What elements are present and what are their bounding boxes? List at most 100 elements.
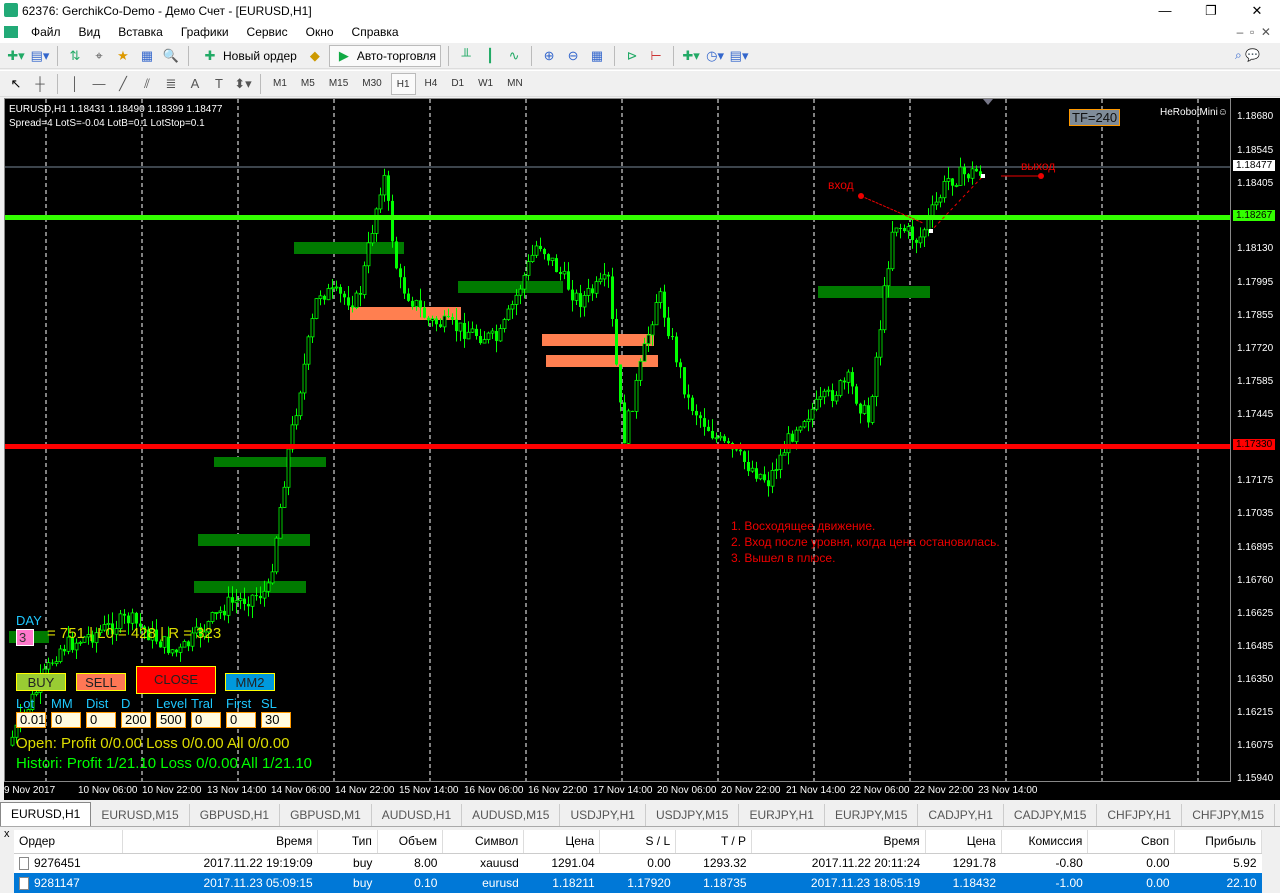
templates-icon[interactable]: ▤▾	[729, 47, 749, 63]
mm2-button[interactable]: MM2	[225, 673, 275, 691]
periods-icon[interactable]: ◷▾	[706, 47, 724, 63]
chart-tab[interactable]: AUDUSD,H1	[372, 804, 463, 826]
line-chart-icon[interactable]: ∿	[508, 47, 520, 63]
tester-icon[interactable]: 🔍	[162, 47, 180, 63]
field-input-dist[interactable]: 0	[86, 712, 116, 728]
text-label-icon[interactable]: T	[215, 76, 223, 91]
candle-body	[615, 318, 618, 365]
data-window-icon[interactable]: ⌖	[95, 47, 103, 63]
market-watch-icon[interactable]: ⇅	[69, 47, 81, 63]
arrows-icon[interactable]: ⬍▾	[234, 75, 252, 91]
chart-tab[interactable]: USDJPY,M15	[646, 804, 740, 826]
auto-trading-button[interactable]: ▶ Авто-торговля	[328, 44, 442, 67]
tf-h1[interactable]: H1	[390, 72, 416, 95]
menu-charts[interactable]: Графики	[180, 25, 229, 39]
buy-button[interactable]: BUY	[16, 673, 66, 691]
candlestick-icon[interactable]: ┃	[486, 47, 494, 63]
column-header[interactable]: Тип	[317, 830, 378, 854]
menu-insert[interactable]: Вставка	[118, 25, 163, 39]
equidistant-channel-icon[interactable]: ⫽	[144, 75, 150, 91]
menu-window[interactable]: Окно	[305, 25, 334, 39]
tile-windows-icon[interactable]: ▦	[590, 47, 604, 63]
tf-w1[interactable]: W1	[478, 77, 494, 89]
menu-help[interactable]: Справка	[351, 25, 399, 39]
chart-tab[interactable]: EURUSD,M15	[91, 804, 190, 826]
menu-view[interactable]: Вид	[78, 25, 101, 39]
zoom-in-icon[interactable]: ⊕	[543, 47, 555, 63]
field-input-tral[interactable]: 0	[191, 712, 221, 728]
chart-tab[interactable]: CADJPY,H1	[918, 804, 1004, 826]
column-header[interactable]: Объем	[377, 830, 443, 854]
tf-m30[interactable]: M30	[362, 77, 382, 89]
order-cell: 1.17920	[599, 873, 676, 893]
close-all-button[interactable]: CLOSE	[136, 666, 216, 694]
terminal-icon[interactable]: ▦	[140, 47, 154, 63]
column-header[interactable]: Время	[751, 830, 926, 854]
fibonacci-icon[interactable]: ≣	[165, 75, 177, 91]
field-input-sl[interactable]: 30	[261, 712, 291, 728]
column-header[interactable]: Своп	[1087, 830, 1176, 854]
tf-m5[interactable]: M5	[300, 77, 315, 89]
chart-tab[interactable]: GBPUSD,H1	[190, 804, 281, 826]
new-order-button[interactable]: ✚ Новый ордер	[196, 45, 301, 67]
new-chart-icon[interactable]: ✚▾	[7, 47, 25, 63]
chart-tab[interactable]: CHFJPY,H1	[1097, 804, 1183, 826]
tf-d1[interactable]: D1	[451, 77, 465, 89]
column-header[interactable]: Цена	[925, 830, 1002, 854]
chart-tab[interactable]: EURUSD,H1	[0, 802, 92, 826]
tf-m1[interactable]: M1	[273, 77, 287, 89]
tf-mn[interactable]: MN	[507, 77, 523, 89]
profiles-icon[interactable]: ▤▾	[30, 47, 50, 63]
menu-tools[interactable]: Сервис	[246, 25, 288, 39]
field-input-first[interactable]: 0	[226, 712, 256, 728]
horizontal-line-icon[interactable]: —	[92, 76, 106, 91]
vertical-line-icon[interactable]: │	[70, 76, 80, 91]
cursor-icon[interactable]: ↖	[10, 75, 22, 91]
menu-file[interactable]: Файл	[31, 25, 61, 39]
column-header[interactable]: Прибыль	[1174, 830, 1262, 854]
column-header[interactable]: T / P	[675, 830, 753, 854]
chart-tab[interactable]: AUDUSD,M15	[462, 804, 561, 826]
column-header[interactable]: Комиссия	[1001, 830, 1089, 854]
candle-body	[451, 317, 454, 320]
order-row[interactable]: 9281147 2017.11.23 05:09:15 buy 0.10 eurusd 1…	[14, 873, 1262, 893]
indicators-icon[interactable]: ✚▾	[682, 47, 700, 63]
crosshair-icon[interactable]: ┼	[35, 76, 45, 91]
terminal-close-icon[interactable]: x	[4, 828, 10, 840]
chart-shift-icon[interactable]: ⊳	[626, 47, 638, 63]
chart-tab[interactable]: EURJPY,M15	[825, 804, 919, 826]
maximize-button[interactable]: ❐	[1205, 3, 1217, 18]
order-row[interactable]: 9276451 2017.11.22 19:19:09 buy 8.00 xauusd 1…	[14, 853, 1262, 873]
mdi-controls[interactable]: – ▫ ✕	[1236, 25, 1271, 39]
field-input-d[interactable]: 200	[121, 712, 151, 728]
trendline-icon[interactable]: ╱	[119, 75, 127, 91]
column-header[interactable]: Символ	[442, 830, 525, 854]
price-chart[interactable]: EURUSD,H1 1.18431 1.18490 1.18399 1.1847…	[4, 98, 1231, 782]
column-header[interactable]: Ордер	[14, 830, 123, 854]
metaeditor-icon[interactable]: ◆	[309, 47, 320, 63]
tf-m15[interactable]: M15	[328, 77, 349, 89]
field-input-mm[interactable]: 0	[51, 712, 81, 728]
text-icon[interactable]: A	[190, 76, 200, 91]
column-header[interactable]: Цена	[523, 830, 601, 854]
chart-tab[interactable]: US	[1275, 804, 1280, 826]
chart-tab[interactable]: EURJPY,H1	[739, 804, 825, 826]
minimize-button[interactable]: —	[1158, 3, 1172, 18]
chart-tab[interactable]: CADJPY,M15	[1004, 804, 1098, 826]
zoom-out-icon[interactable]: ⊖	[567, 47, 579, 63]
price-axis[interactable]: 1.18680 1.18545 1.18405 1.18130 1.17995 1.178…	[1231, 98, 1280, 800]
chart-tab[interactable]: CHFJPY,M15	[1182, 804, 1275, 826]
column-header[interactable]: S / L	[599, 830, 677, 854]
field-input-lot[interactable]: 0.01	[16, 712, 46, 728]
column-header[interactable]: Время	[122, 830, 319, 854]
tf-h4[interactable]: H4	[424, 77, 438, 89]
navigator-icon[interactable]: ★	[117, 47, 129, 63]
search-icon[interactable]: ⌕ 💬	[1235, 48, 1260, 62]
close-button[interactable]: ✕	[1251, 3, 1263, 18]
chart-tab[interactable]: USDJPY,H1	[560, 804, 646, 826]
autoscroll-icon[interactable]: ⊢	[650, 47, 662, 63]
sell-button[interactable]: SELL	[76, 673, 126, 691]
bar-chart-icon[interactable]: ╨	[461, 48, 471, 63]
chart-tab[interactable]: GBPUSD,M1	[280, 804, 372, 826]
field-input-level[interactable]: 500	[156, 712, 186, 728]
